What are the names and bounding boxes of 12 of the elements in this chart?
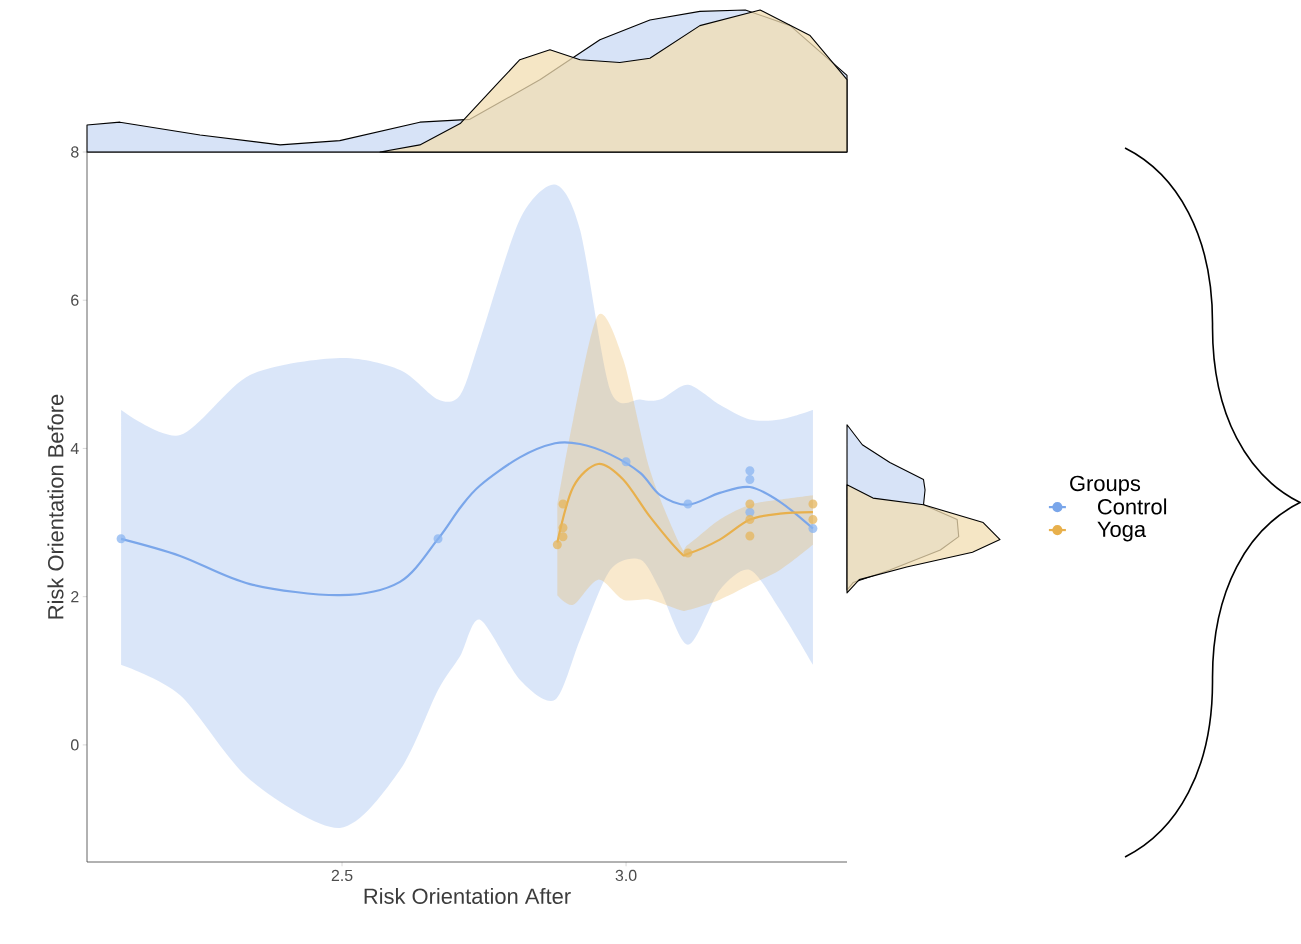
y-tick-label: 8 <box>71 146 79 158</box>
y-axis-title: Risk Orientation Before <box>47 394 64 619</box>
x-tick-label: 3.0 <box>615 869 637 882</box>
legend-title: Groups <box>1070 475 1141 496</box>
x-axis-title: Risk Orientation After <box>364 887 571 904</box>
y-tick-label: 0 <box>70 739 79 751</box>
legend-label: Control <box>1097 498 1167 515</box>
y-tick-label: 2 <box>71 591 79 603</box>
y-tick-label: 4 <box>70 442 79 454</box>
y-tick-label: 6 <box>71 294 79 306</box>
x-tick-label: 2.5 <box>331 869 353 882</box>
legend-label: Yoga <box>1097 521 1147 542</box>
